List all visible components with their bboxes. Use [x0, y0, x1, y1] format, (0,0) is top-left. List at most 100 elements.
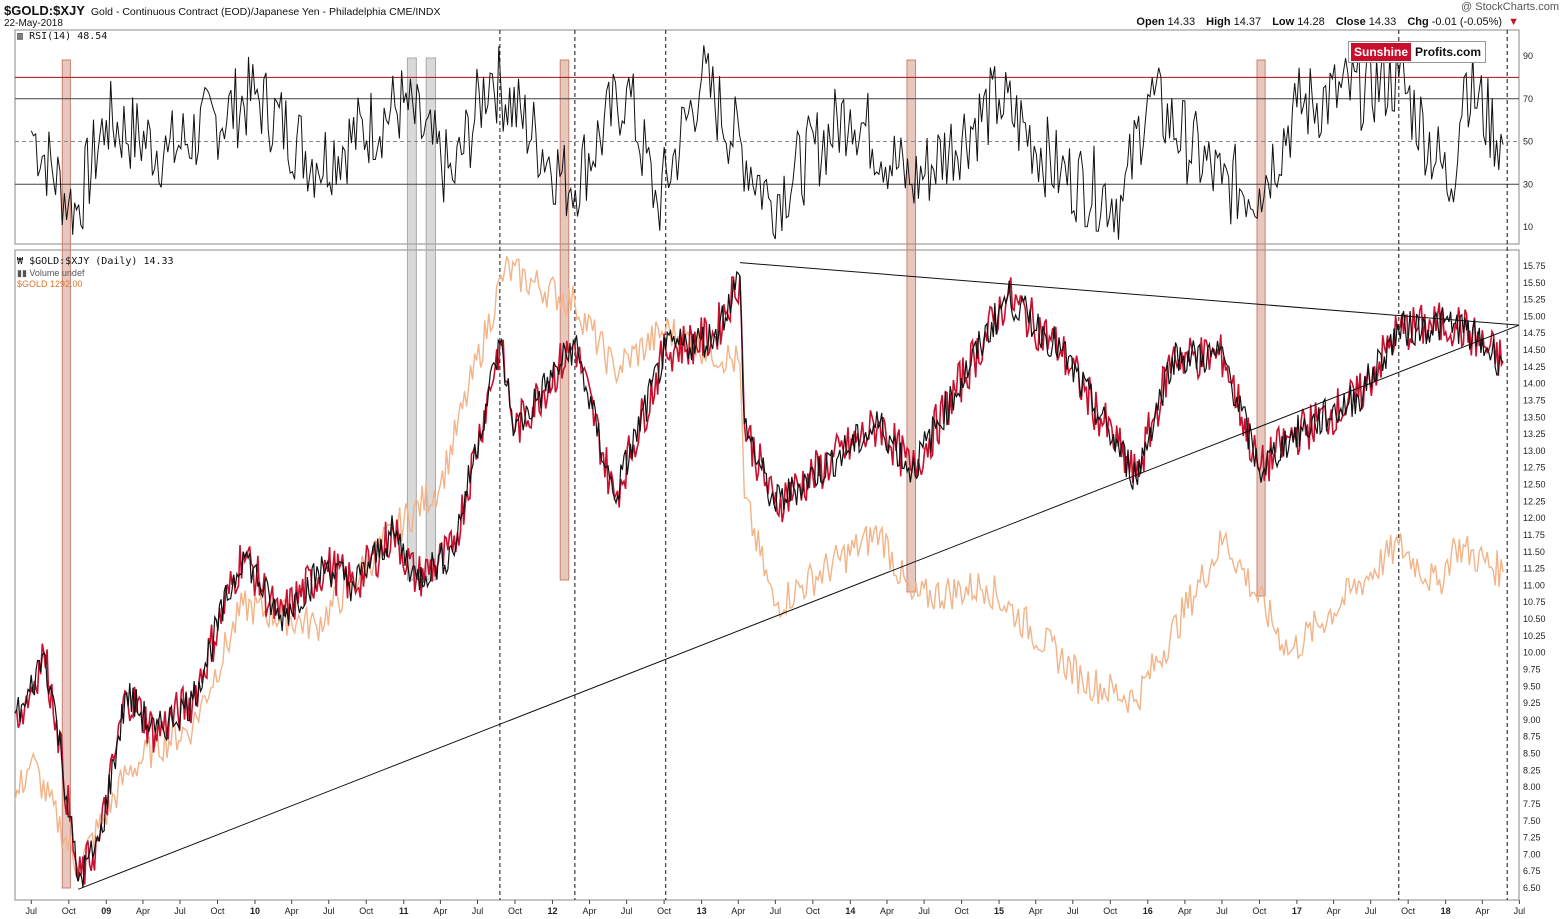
price-tick-label: 12.00	[1523, 513, 1546, 523]
open-value: 14.33	[1167, 16, 1196, 28]
close-value: 14.33	[1368, 16, 1397, 28]
x-tick-label: 17	[1292, 906, 1302, 916]
low-label: Low	[1272, 16, 1295, 28]
trendline-uptrend	[77, 324, 1520, 890]
price-tick-label: 11.75	[1523, 530, 1545, 540]
x-tick-label: Apr	[433, 906, 447, 916]
price-tick-label: 6.50	[1523, 883, 1541, 893]
open-label: Open	[1136, 16, 1165, 28]
price-tick-label: 9.25	[1523, 698, 1541, 708]
price-tick-label: 10.50	[1523, 614, 1546, 624]
x-tick-label: Jul	[770, 906, 782, 916]
x-tick-label: Jul	[472, 906, 484, 916]
trendline-downtrend	[739, 262, 1520, 326]
price-tick-label: 10.00	[1523, 648, 1546, 658]
x-tick-label: Oct	[1401, 906, 1416, 916]
price-tick-label: 7.75	[1523, 799, 1541, 809]
x-tick-label: 16	[1143, 906, 1153, 916]
price-tick-label: 12.25	[1523, 496, 1546, 506]
x-tick-label: Apr	[285, 906, 299, 916]
rsi-line	[30, 43, 1504, 240]
x-tick-label: Apr	[731, 906, 745, 916]
x-tick-label: 09	[101, 906, 111, 916]
x-tick-label: Apr	[1029, 906, 1043, 916]
exchange: CME/INDX	[389, 6, 441, 18]
price-tick-label: 15.25	[1523, 295, 1546, 305]
price-tick-label: 7.50	[1523, 816, 1541, 826]
price-tick-label: 15.50	[1523, 278, 1546, 288]
x-tick-label: 15	[994, 906, 1004, 916]
x-tick-label: Jul	[174, 906, 186, 916]
x-tick-label: Jul	[1067, 906, 1079, 916]
price-tick-label: 15.00	[1523, 311, 1546, 321]
price-tick-label: 9.75	[1523, 664, 1541, 674]
price-tick-label: 8.25	[1523, 765, 1541, 775]
gold-overlay-label: $GOLD 1292.00	[17, 279, 83, 289]
x-tick-label: 11	[399, 906, 409, 916]
x-tick-label: Oct	[806, 906, 821, 916]
price-tick-label: 12.50	[1523, 480, 1546, 490]
x-tick-label: 13	[697, 906, 707, 916]
price-tick-label: 9.00	[1523, 715, 1541, 725]
price-tick-label: 8.75	[1523, 732, 1541, 742]
price-title: $GOLD:$XJY (Daily) 14.33	[29, 256, 174, 267]
price-tick-label: 14.00	[1523, 379, 1546, 389]
x-tick-label: 14	[845, 906, 855, 916]
x-tick-label: Apr	[1327, 906, 1341, 916]
price-tick-label: 13.25	[1523, 429, 1546, 439]
low-value: 14.28	[1297, 16, 1325, 28]
price-tick-label: 7.25	[1523, 833, 1541, 843]
watermark: @ StockCharts.com	[1461, 1, 1559, 13]
price-tick-label: 13.75	[1523, 395, 1546, 405]
price-tick-label: 15.75	[1523, 261, 1546, 271]
price-tick-label: 6.75	[1523, 866, 1541, 876]
candle-icon: ₩	[17, 256, 24, 267]
high-label: High	[1206, 16, 1231, 28]
x-tick-label: Jul	[918, 906, 930, 916]
x-tick-label: Apr	[1475, 906, 1489, 916]
logo-part2: Profits.com	[1415, 45, 1482, 59]
rsi-tick-label: 10	[1523, 222, 1533, 232]
price-tick-label: 14.25	[1523, 362, 1546, 372]
highlight-band	[1256, 59, 1266, 597]
price-tick-label: 14.50	[1523, 345, 1546, 355]
x-tick-label: Oct	[359, 906, 374, 916]
x-tick-label: Oct	[508, 906, 523, 916]
price-tick-label: 10.75	[1523, 597, 1546, 607]
x-tick-label: Apr	[136, 906, 150, 916]
price-tick-label: 10.25	[1523, 631, 1546, 641]
price-tick-label: 8.50	[1523, 749, 1541, 759]
gold-overlay-line	[14, 256, 1504, 878]
description: Gold - Continuous Contract (EOD)/Japanes…	[90, 6, 387, 18]
x-tick-label: 12	[547, 906, 557, 916]
highlight-band	[61, 59, 71, 889]
price-tick-label: 11.00	[1523, 580, 1545, 590]
x-tick-label: Oct	[1103, 906, 1118, 916]
volume-label: ▮▮ Volume undef	[17, 268, 85, 278]
x-tick-label: Apr	[880, 906, 894, 916]
x-tick-label: Apr	[583, 906, 597, 916]
x-tick-label: Jul	[26, 906, 38, 916]
price-tick-label: 13.50	[1523, 412, 1546, 422]
down-arrow-icon: ▼	[1508, 16, 1519, 28]
price-tick-label: 12.75	[1523, 463, 1546, 473]
ohlc-readout: Open 14.33 High 14.37 Low 14.28 Close 14.33 …	[1128, 16, 1519, 28]
sunshine-profits-logo[interactable]: Sunshine Profits.com	[1348, 41, 1486, 63]
x-tick-label: Oct	[955, 906, 970, 916]
rsi-title: RSI(14) 48.54	[29, 31, 108, 42]
chg-value: -0.01 (-0.05%)	[1431, 16, 1503, 28]
x-tick-label: Oct	[657, 906, 672, 916]
price-down-bars	[14, 276, 1504, 885]
x-tick-label: Jul	[323, 906, 335, 916]
gold-overlay-name: $GOLD 1292.00	[17, 279, 83, 289]
price-panel-frame	[14, 249, 1520, 901]
close-label: Close	[1335, 16, 1366, 28]
chg-label: Chg	[1407, 16, 1429, 28]
rsi-label: ▥ RSI(14) 48.54	[17, 31, 107, 42]
x-tick-label: 10	[250, 906, 260, 916]
x-tick-label: Jul	[1365, 906, 1377, 916]
chart-date: 22-May-2018	[4, 18, 63, 29]
x-tick-label: Jul	[621, 906, 633, 916]
rsi-tick-label: 70	[1523, 94, 1533, 104]
